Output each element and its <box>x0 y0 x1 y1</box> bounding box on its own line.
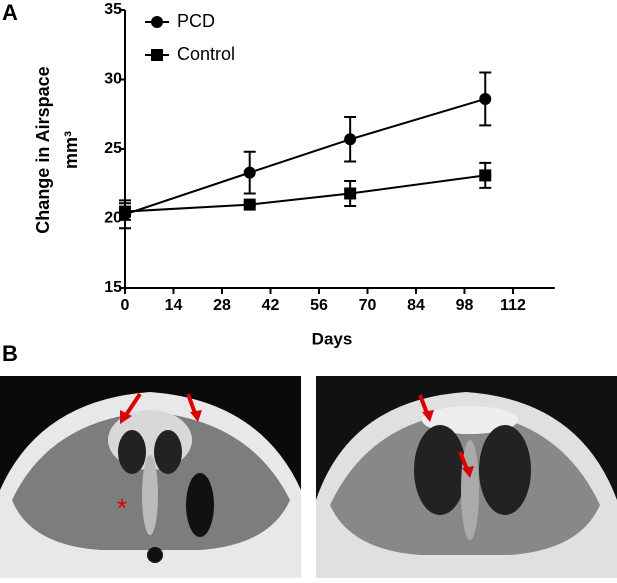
y-axis-label: Change in Airspace <box>33 66 53 233</box>
x-tick-label: 70 <box>359 297 377 314</box>
panel-label: A <box>2 0 18 25</box>
y-axis-unit: mm³ <box>61 131 81 169</box>
y-tick-label: 25 <box>104 140 122 157</box>
legend-marker <box>151 49 163 61</box>
ct-image-left: * <box>0 376 301 578</box>
x-tick-label: 84 <box>407 297 425 314</box>
series-line <box>124 174 486 213</box>
point <box>243 166 256 179</box>
y-tick-label: 35 <box>104 1 122 18</box>
point <box>243 198 256 211</box>
x-tick-label: 112 <box>500 297 526 314</box>
x-tick-label: 0 <box>121 297 130 314</box>
y-tick-label: 15 <box>104 279 122 296</box>
x-tick-label: 28 <box>213 297 231 314</box>
x-tick-label: 14 <box>165 297 183 314</box>
svg-text:*: * <box>117 493 127 523</box>
series-line <box>124 98 486 216</box>
point <box>479 169 492 182</box>
panel-label: B <box>2 341 18 366</box>
legend-marker <box>151 16 163 28</box>
x-tick-label: 56 <box>310 297 328 314</box>
x-axis-label: Days <box>312 329 353 348</box>
x-tick-label: 42 <box>262 297 280 314</box>
y-tick-label: 20 <box>104 210 122 227</box>
x-tick-label: 98 <box>456 297 474 314</box>
point <box>119 205 131 218</box>
legend-label: Control <box>177 44 235 64</box>
point <box>344 187 357 200</box>
point <box>479 92 492 105</box>
point <box>344 133 357 146</box>
y-tick-label: 30 <box>104 71 122 88</box>
ct-image-right <box>316 376 617 578</box>
legend-label: PCD <box>177 11 215 31</box>
